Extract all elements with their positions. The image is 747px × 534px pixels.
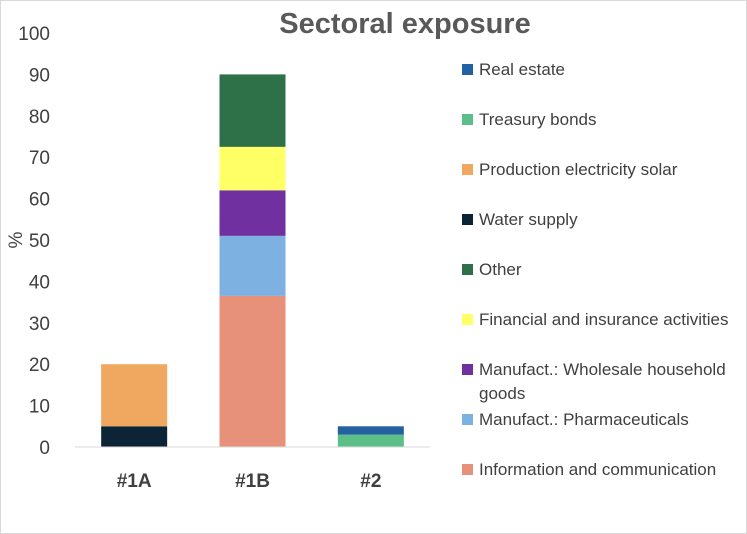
legend-swatch (462, 264, 473, 275)
legend-swatch (462, 164, 473, 175)
y-tick-label: 100 (18, 24, 50, 45)
legend-item: Manufact.: Pharmaceuticals (462, 408, 729, 432)
legend-swatch (462, 414, 473, 425)
y-tick-label: 60 (29, 190, 50, 211)
y-tick-label: 80 (29, 107, 50, 128)
bar-segment (101, 364, 168, 427)
y-tick-label: 70 (29, 148, 50, 169)
legend-label: Manufact.: Wholesale household goods (479, 360, 726, 403)
chart-title: Sectoral exposure (279, 8, 530, 40)
legend-label: Other (479, 260, 522, 279)
x-tick-label: #2 (360, 471, 381, 492)
y-tick-label: 10 (29, 397, 50, 418)
legend-swatch (462, 114, 473, 125)
bar-segment (337, 434, 404, 447)
legend-item: Information and communication (462, 458, 729, 482)
legend-label: Financial and insurance activities (479, 310, 729, 329)
bar-segment (101, 426, 168, 447)
legend-swatch (462, 364, 473, 375)
x-tick-label: #1A (117, 471, 152, 492)
y-tick-label: 20 (29, 355, 50, 376)
bar-segment (337, 426, 404, 435)
bar-segment (219, 235, 286, 296)
bar-segment (219, 295, 286, 447)
legend-label: Information and communication (479, 460, 717, 479)
legend-item: Treasury bonds (462, 108, 729, 132)
legend-label: Water supply (479, 210, 578, 229)
y-tick-label: 40 (29, 272, 50, 293)
bar-segment (219, 146, 286, 191)
legend-label: Treasury bonds (479, 110, 597, 129)
legend-label: Production electricity solar (479, 160, 678, 179)
y-tick-label: 90 (29, 65, 50, 86)
legend-item: Financial and insurance activities (462, 308, 729, 332)
x-tick-label: #1B (235, 471, 270, 492)
y-tick-label: 50 (29, 231, 50, 252)
bar-segment (219, 190, 286, 236)
legend-item: Production electricity solar (462, 158, 729, 182)
legend-item: Other (462, 258, 729, 282)
legend-swatch (462, 64, 473, 75)
y-axis-label: % (6, 231, 27, 248)
legend-item: Manufact.: Wholesale household goods (462, 358, 729, 406)
legend-swatch (462, 214, 473, 225)
y-tick-label: 0 (39, 438, 50, 459)
legend-swatch (462, 464, 473, 475)
legend-label: Real estate (479, 60, 565, 79)
legend-item: Water supply (462, 208, 729, 232)
legend-item: Real estate (462, 58, 729, 82)
y-tick-label: 30 (29, 314, 50, 335)
legend-label: Manufact.: Pharmaceuticals (479, 410, 689, 429)
bar-segment (219, 74, 286, 147)
legend-swatch (462, 314, 473, 325)
